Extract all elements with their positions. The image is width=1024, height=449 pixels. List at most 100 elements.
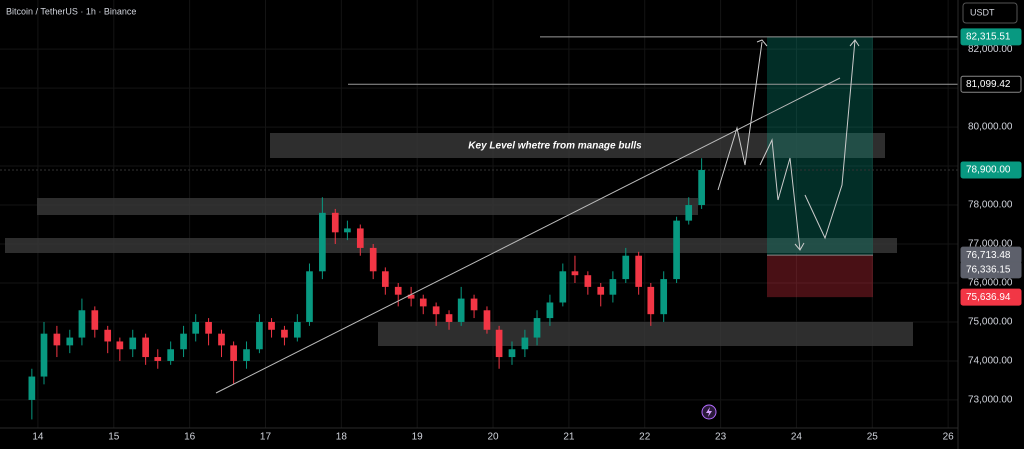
candle-body	[78, 310, 86, 338]
candle-body	[546, 302, 554, 319]
candle-body	[66, 337, 74, 346]
symbol-title: Bitcoin / TetherUS · 1h · Binance	[6, 6, 136, 16]
candle-body	[281, 329, 288, 338]
candle-body	[419, 298, 427, 307]
candle-body	[698, 169, 705, 206]
zone	[378, 322, 913, 346]
candle-body	[483, 310, 491, 330]
price-axis	[958, 0, 1024, 449]
axis-labels: 73,000.00 74,000.00 75,000.00 76,000.00 77,0…	[32, 28, 1022, 443]
arrow-head	[849, 39, 860, 47]
profit-zone	[767, 36, 873, 256]
y-tick-label: 73,000.00	[968, 395, 1013, 406]
candle-body	[116, 341, 124, 350]
price-label-box	[960, 75, 1022, 93]
candle-body	[218, 333, 225, 346]
x-tick-label: 20	[487, 432, 499, 443]
price-label: 76,336.15	[966, 265, 1011, 276]
currency-button[interactable]	[962, 2, 1018, 24]
candle-body	[660, 279, 668, 315]
y-tick-label: 76,000.00	[968, 278, 1013, 289]
candle-body	[293, 321, 301, 338]
candle-body	[381, 271, 389, 287]
candle-body	[356, 228, 364, 248]
candle-body	[104, 329, 112, 342]
y-tick-label: 82,000.00	[968, 44, 1013, 55]
y-tick-label: 80,000.00	[968, 122, 1013, 133]
candle-body	[230, 345, 237, 361]
x-tick-label: 21	[563, 432, 575, 443]
price-label: 75,636.94	[966, 292, 1011, 303]
y-tick-label: 77,000.00	[968, 239, 1013, 250]
candle-body	[635, 255, 643, 287]
x-tick-label: 23	[715, 432, 727, 443]
currency: USDT	[970, 7, 995, 17]
event-icon-bolt	[706, 407, 712, 417]
arrow-head	[756, 39, 768, 47]
x-tick-label: 22	[639, 432, 651, 443]
annotation: Key Level whetre from manage bulls	[468, 141, 642, 152]
price-label: 78,900.00	[966, 165, 1011, 176]
candle-body	[533, 318, 541, 338]
x-tick-label: 19	[412, 432, 424, 443]
candle-body	[457, 298, 465, 322]
candle-body	[470, 298, 478, 311]
key-level-zone	[270, 133, 885, 158]
x-tick-label: 18	[336, 432, 348, 443]
price-label-box	[960, 28, 1022, 46]
candle-body	[571, 271, 579, 276]
candle-body	[53, 333, 61, 346]
price-label: 81,099.42	[966, 79, 1011, 90]
candle-body	[192, 321, 200, 334]
x-tick-label: 24	[791, 432, 803, 443]
candle-body	[256, 321, 263, 350]
zone	[37, 198, 698, 215]
candle-body	[584, 275, 592, 287]
zone	[5, 238, 897, 253]
candle-body	[673, 220, 680, 280]
candle-body	[91, 310, 99, 330]
price-label: 82,315.51	[966, 31, 1011, 42]
candles	[28, 158, 705, 420]
candle-body	[445, 314, 453, 322]
x-tick-label: 14	[32, 432, 44, 443]
x-tick-label: 17	[260, 432, 272, 443]
candle-body	[167, 349, 175, 361]
candle-body	[331, 212, 339, 233]
candle-body	[180, 333, 187, 350]
candle-body	[647, 286, 655, 315]
y-tick-label: 74,000.00	[968, 356, 1013, 367]
x-tick-label: 15	[108, 432, 120, 443]
candle-body	[495, 329, 503, 358]
candle-body	[344, 228, 351, 233]
candle-body	[508, 349, 516, 358]
candle-body	[432, 306, 440, 315]
candle-body	[559, 271, 567, 303]
arrow-head	[794, 242, 805, 251]
price-label-box	[960, 261, 1022, 279]
candle-body	[369, 247, 377, 272]
x-tick-label: 16	[184, 432, 196, 443]
candle-body	[142, 337, 149, 358]
candle-body	[394, 286, 402, 295]
price-label: 76,713.48	[966, 250, 1011, 261]
candle-body	[205, 321, 212, 334]
candle-body	[597, 286, 605, 295]
price-label-box	[960, 161, 1022, 179]
candle-body	[306, 271, 313, 322]
candle-body	[319, 212, 326, 272]
price-label-box	[960, 288, 1022, 306]
candle-body	[268, 321, 275, 330]
candle-body	[407, 294, 415, 299]
y-tick-label: 75,000.00	[968, 317, 1013, 328]
candle-body	[243, 349, 250, 361]
long-position	[0, 36, 958, 298]
candle-body	[609, 279, 617, 295]
projection-path	[804, 39, 856, 240]
candle-body	[154, 357, 162, 361]
loss-zone	[767, 255, 873, 298]
x-tick-label: 26	[943, 432, 955, 443]
x-tick-label: 25	[867, 432, 879, 443]
